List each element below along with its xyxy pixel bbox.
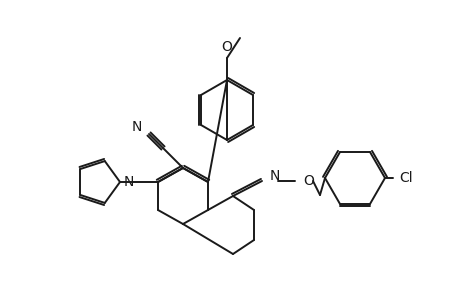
Text: O: O	[221, 40, 232, 54]
Text: Cl: Cl	[399, 171, 413, 185]
Text: N: N	[124, 175, 134, 189]
Text: N: N	[132, 120, 142, 134]
Text: O: O	[303, 174, 314, 188]
Text: N: N	[270, 169, 281, 183]
